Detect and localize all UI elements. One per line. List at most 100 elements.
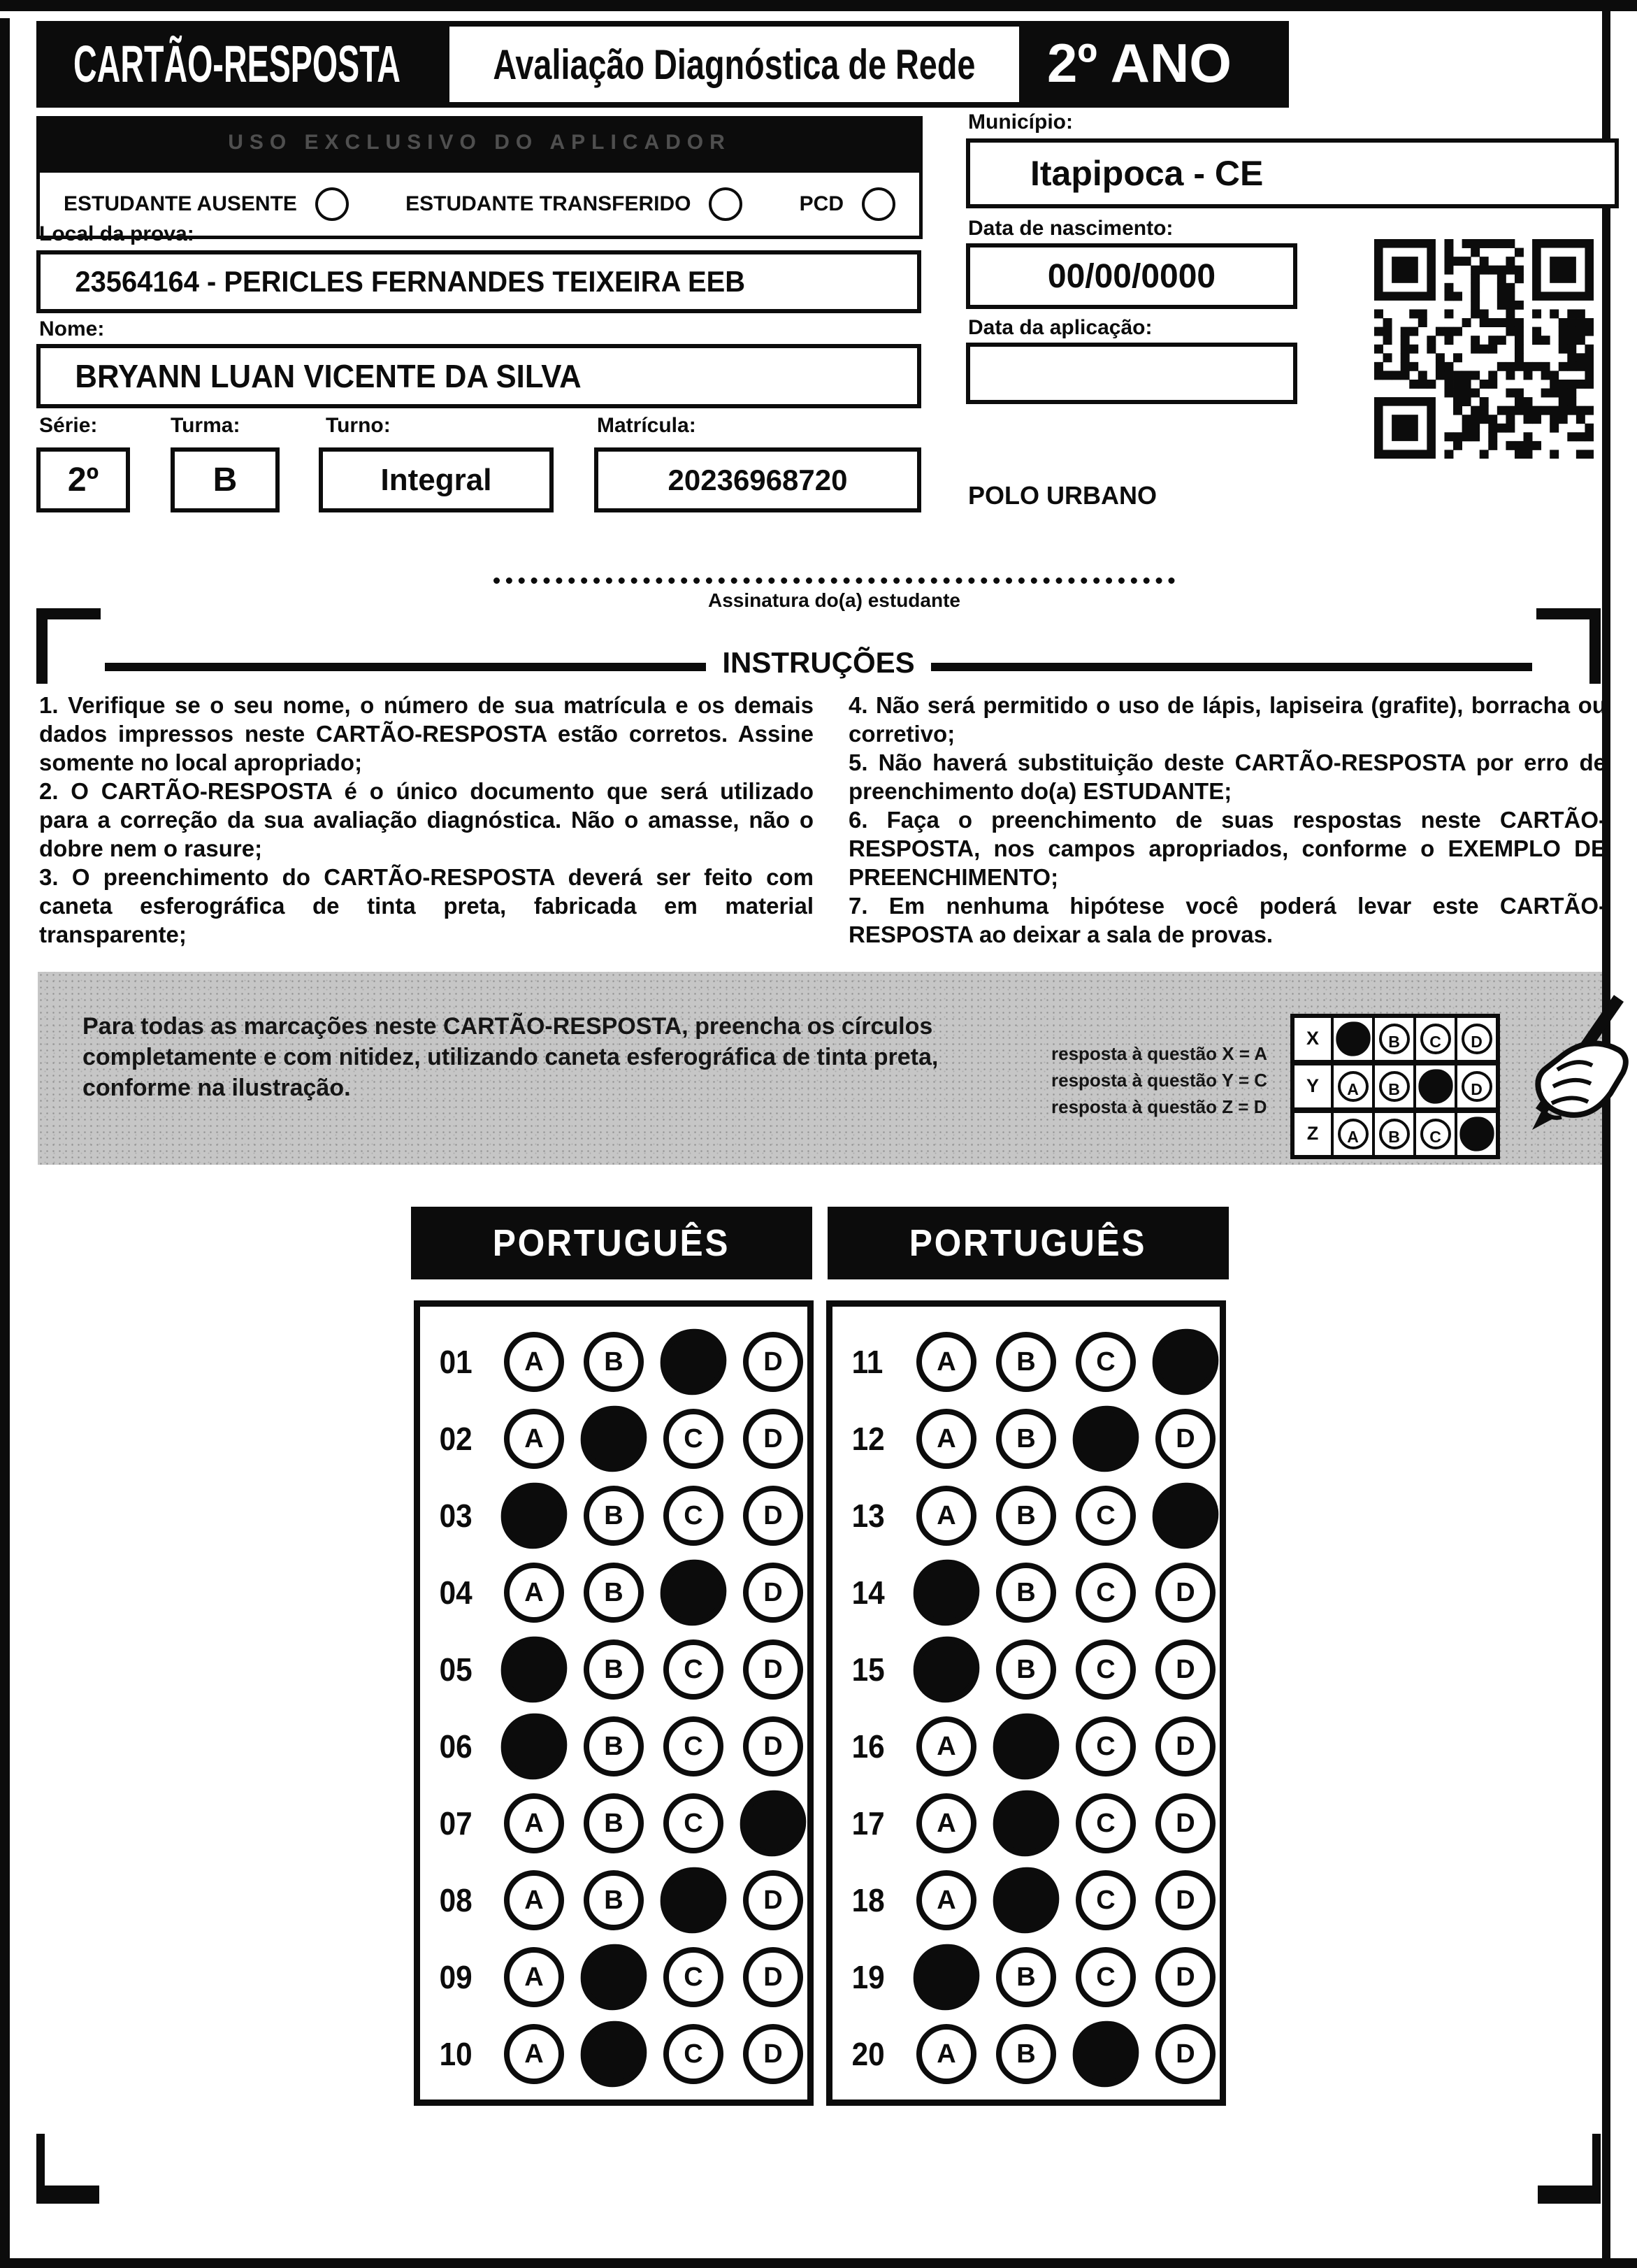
bubble-C[interactable]: C xyxy=(663,1486,723,1546)
bubble-C-filled[interactable] xyxy=(660,1328,727,1395)
bubble-B[interactable]: B xyxy=(996,1947,1056,2007)
aplicacao-field[interactable] xyxy=(966,343,1297,404)
applicator-use-label: USO EXCLUSIVO DO APLICADOR xyxy=(228,131,731,154)
bubble-B[interactable]: B xyxy=(996,1486,1056,1546)
bubble-A[interactable]: A xyxy=(504,1563,564,1623)
bubble-D[interactable]: D xyxy=(1155,1947,1216,2007)
bubble-D[interactable]: D xyxy=(1155,2024,1216,2084)
bubble-B[interactable]: B xyxy=(584,1332,644,1392)
bubble-B-filled[interactable] xyxy=(993,1867,1060,1934)
bubble-C[interactable]: C xyxy=(663,2024,723,2084)
bubble-D[interactable]: D xyxy=(1155,1870,1216,1930)
bubble-A[interactable]: A xyxy=(916,1409,976,1469)
bubble-C[interactable]: C xyxy=(663,1793,723,1853)
bubble-C[interactable]: C xyxy=(1076,1639,1136,1700)
bubble-B[interactable]: B xyxy=(996,1563,1056,1623)
bubble-B-filled[interactable] xyxy=(993,1713,1060,1780)
bubble-A[interactable]: A xyxy=(916,2024,976,2084)
bubble-D-filled[interactable] xyxy=(1152,1482,1219,1549)
bubble-C-filled[interactable] xyxy=(660,1559,727,1626)
subject-header-portugues-2: PORTUGUÊS xyxy=(828,1207,1229,1279)
bubble-D[interactable]: D xyxy=(743,1716,803,1777)
bubble-B[interactable]: B xyxy=(996,2024,1056,2084)
bubble-B[interactable]: B xyxy=(996,1409,1056,1469)
bubble-C[interactable]: C xyxy=(1076,1947,1136,2007)
bubble-A-filled[interactable] xyxy=(913,1559,980,1626)
bubble-C[interactable]: C xyxy=(663,1409,723,1469)
bubble-A-filled[interactable] xyxy=(500,1482,568,1549)
pcd-checkbox-circle[interactable] xyxy=(861,187,895,221)
bubble-B-filled[interactable] xyxy=(580,2021,647,2088)
local-field: 23564164 - PERICLES FERNANDES TEIXEIRA E… xyxy=(36,250,921,313)
bubble-A-filled[interactable] xyxy=(913,1944,980,2011)
bubble-A[interactable]: A xyxy=(916,1716,976,1777)
bubble-D-filled[interactable] xyxy=(740,1790,807,1857)
bubble-A[interactable]: A xyxy=(504,1409,564,1469)
bubble-C[interactable]: C xyxy=(663,1639,723,1700)
bubble-D[interactable]: D xyxy=(743,2024,803,2084)
example-note: resposta à questão X = A xyxy=(1051,1043,1267,1064)
question-row: 20 A B D xyxy=(832,2016,1220,2093)
bubble-C[interactable]: C xyxy=(1076,1563,1136,1623)
bubble-B[interactable]: B xyxy=(584,1793,644,1853)
bubble-A[interactable]: A xyxy=(916,1793,976,1853)
bubble-D[interactable]: D xyxy=(1155,1793,1216,1853)
bubble-C[interactable]: C xyxy=(1076,1716,1136,1777)
bubble-C[interactable]: C xyxy=(1076,1870,1136,1930)
bubble-C[interactable]: C xyxy=(663,1716,723,1777)
transferred-checkbox-circle[interactable] xyxy=(709,187,743,221)
bubble-A[interactable]: A xyxy=(504,2024,564,2084)
bubble-A-filled[interactable] xyxy=(913,1636,980,1703)
bubble-B[interactable]: B xyxy=(584,1639,644,1700)
question-row: 11 A B C xyxy=(832,1323,1220,1400)
bubble-B[interactable]: B xyxy=(584,1486,644,1546)
bubble-B[interactable]: B xyxy=(584,1563,644,1623)
bubble-D[interactable]: D xyxy=(743,1563,803,1623)
bubble-B[interactable]: B xyxy=(996,1332,1056,1392)
bubble-C-filled[interactable] xyxy=(1072,1405,1139,1472)
example-bubble-cell xyxy=(1457,1113,1496,1155)
question-number: 08 xyxy=(439,1882,473,1918)
example-bubble-cell: B xyxy=(1375,1113,1416,1155)
bubble-C[interactable]: C xyxy=(663,1947,723,2007)
absent-checkbox-circle[interactable] xyxy=(315,187,349,221)
matricula-field: 20236968720 xyxy=(594,447,921,512)
bubble-D[interactable]: D xyxy=(743,1870,803,1930)
bubble-B[interactable]: B xyxy=(584,1870,644,1930)
bubble-B-filled[interactable] xyxy=(580,1944,647,2011)
bubble-D[interactable]: D xyxy=(1155,1563,1216,1623)
bubble-D[interactable]: D xyxy=(743,1409,803,1469)
bubble-A-filled[interactable] xyxy=(500,1713,568,1780)
bubble-B[interactable]: B xyxy=(584,1716,644,1777)
turma-value: B xyxy=(212,461,238,498)
page-border-left xyxy=(0,18,10,2268)
bubble-A[interactable]: A xyxy=(916,1870,976,1930)
bubble-D[interactable]: D xyxy=(1155,1409,1216,1469)
bubble-D[interactable]: D xyxy=(1155,1639,1216,1700)
bubble-C[interactable]: C xyxy=(1076,1332,1136,1392)
bubble-B-filled[interactable] xyxy=(580,1405,647,1472)
bubble-C-filled[interactable] xyxy=(1072,2021,1139,2088)
bubble-A-filled[interactable] xyxy=(500,1636,568,1703)
bubble-D[interactable]: D xyxy=(743,1332,803,1392)
bubble-B[interactable]: B xyxy=(996,1639,1056,1700)
bubble-C-filled[interactable] xyxy=(660,1867,727,1934)
instructions-rule-left xyxy=(105,663,706,671)
bubble-C[interactable]: C xyxy=(1076,1486,1136,1546)
bubble-A[interactable]: A xyxy=(916,1486,976,1546)
bubble-D[interactable]: D xyxy=(1155,1716,1216,1777)
bubble-A[interactable]: A xyxy=(504,1332,564,1392)
bubble-A[interactable]: A xyxy=(916,1332,976,1392)
bubble-A[interactable]: A xyxy=(504,1870,564,1930)
bubble-B-filled[interactable] xyxy=(993,1790,1060,1857)
bubble-A[interactable]: A xyxy=(504,1947,564,2007)
bubble-D[interactable]: D xyxy=(743,1639,803,1700)
example-row-label: Y xyxy=(1295,1065,1334,1107)
corner-mark-top-left xyxy=(36,608,101,684)
bubble-D-filled[interactable] xyxy=(1152,1328,1219,1395)
signature-line[interactable] xyxy=(493,557,1175,584)
bubble-D[interactable]: D xyxy=(743,1947,803,2007)
bubble-A[interactable]: A xyxy=(504,1793,564,1853)
bubble-C[interactable]: C xyxy=(1076,1793,1136,1853)
bubble-D[interactable]: D xyxy=(743,1486,803,1546)
